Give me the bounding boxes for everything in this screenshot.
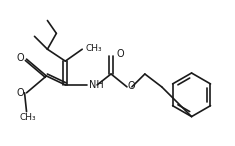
Text: O: O <box>128 81 136 91</box>
Text: O: O <box>17 88 24 98</box>
Text: O: O <box>116 49 124 59</box>
Text: NH: NH <box>89 80 104 90</box>
Text: CH₃: CH₃ <box>19 113 36 122</box>
Text: O: O <box>17 53 24 63</box>
Text: CH₃: CH₃ <box>85 44 102 53</box>
